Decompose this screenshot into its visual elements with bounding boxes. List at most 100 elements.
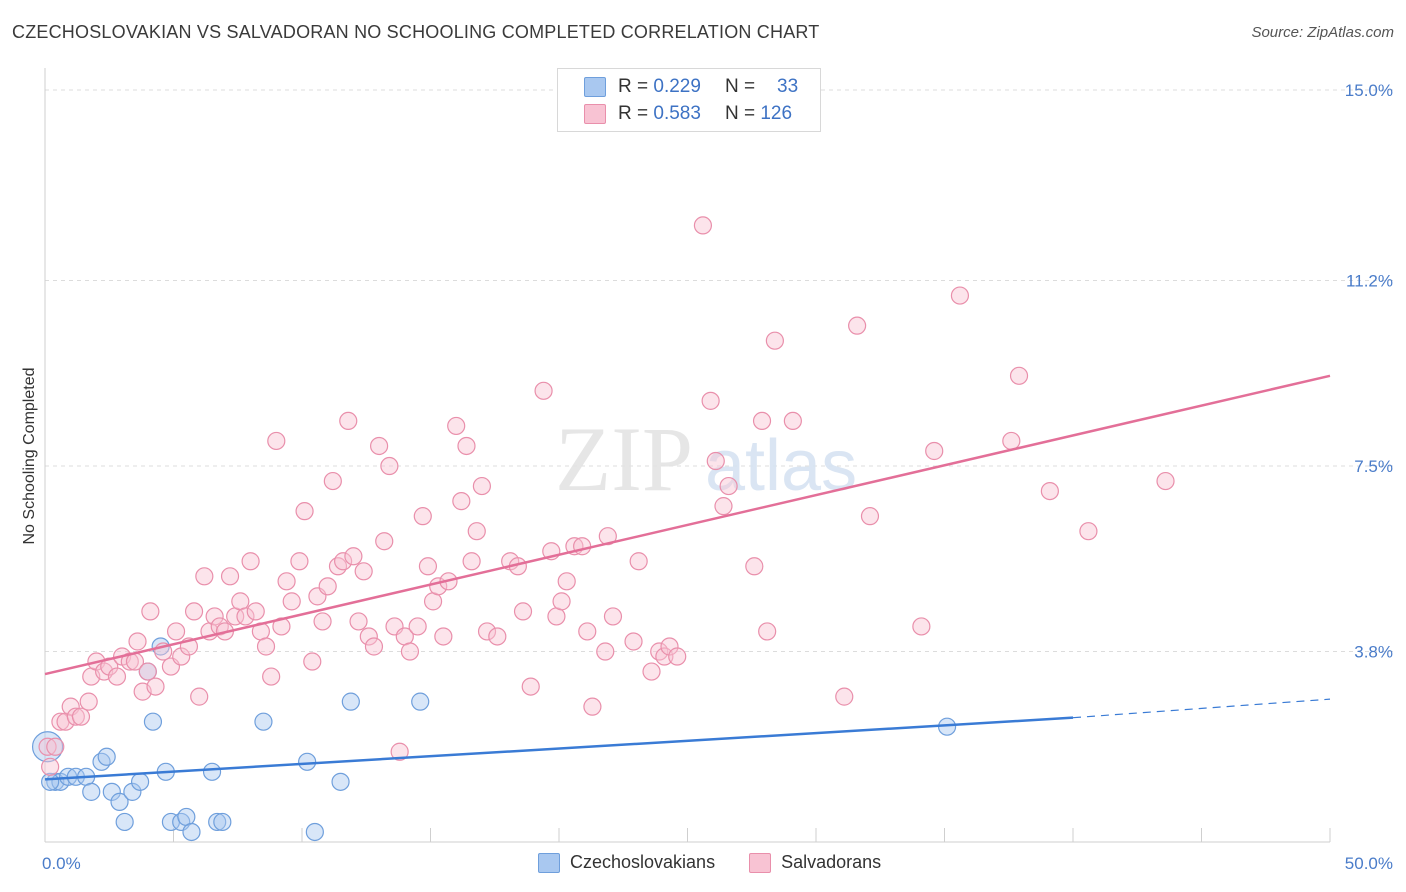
- point-salvadorans: [413, 507, 432, 526]
- point-salvadorans: [246, 602, 265, 621]
- point-salvadorans: [462, 552, 481, 571]
- point-salvadorans: [693, 216, 713, 235]
- point-salvadorans: [745, 557, 764, 576]
- point-salvadorans: [205, 607, 224, 626]
- point-czechoslovakians: [115, 812, 134, 832]
- watermark: ZIP atlas: [555, 408, 857, 510]
- point-salvadorans: [41, 757, 60, 776]
- point-salvadorans: [339, 411, 358, 431]
- point-salvadorans: [375, 532, 394, 551]
- point-salvadorans: [364, 637, 384, 656]
- point-salvadorans: [184, 602, 204, 621]
- point-salvadorans: [1040, 481, 1059, 501]
- point-czechoslovakians: [92, 752, 111, 771]
- point-salvadorans: [596, 642, 615, 661]
- y-tick-label: 7.5%: [1354, 457, 1393, 476]
- point-salvadorans: [552, 592, 571, 611]
- point-salvadorans: [38, 737, 57, 756]
- point-czechoslovakians: [213, 812, 232, 832]
- data-points: [31, 216, 1175, 842]
- r-label: R =: [618, 76, 649, 97]
- point-salvadorans: [400, 642, 420, 661]
- tick-labels: 3.8% 7.5% 11.2% 15.0% 0.0% 50.0%: [42, 81, 1393, 873]
- point-salvadorans: [467, 522, 486, 541]
- point-salvadorans: [701, 391, 720, 410]
- point-salvadorans: [323, 471, 342, 491]
- point-salvadorans: [783, 411, 802, 431]
- point-salvadorans: [660, 637, 679, 656]
- point-czechoslovakians: [31, 731, 64, 763]
- axes: [44, 68, 1331, 843]
- stats-row-czechoslovakians: R = 0.229 N = 33: [584, 75, 798, 99]
- series-legend: Czechoslovakians Salvadorans: [538, 852, 915, 873]
- point-salvadorans: [236, 607, 255, 626]
- point-salvadorans: [452, 492, 471, 511]
- point-salvadorans: [210, 617, 229, 636]
- y-tick-label: 3.8%: [1354, 643, 1393, 662]
- point-czechoslovakians: [208, 812, 227, 832]
- point-salvadorans: [848, 316, 867, 335]
- point-salvadorans: [521, 677, 540, 696]
- point-salvadorans: [624, 632, 643, 651]
- point-czechoslovakians: [82, 782, 101, 801]
- point-salvadorans: [313, 612, 332, 631]
- point-salvadorans: [138, 662, 157, 681]
- legend-item-czechoslovakians[interactable]: Czechoslovakians: [538, 852, 715, 873]
- r-value: 0.583: [653, 103, 701, 124]
- point-salvadorans: [256, 637, 276, 656]
- chart-title: CZECHOSLOVAKIAN VS SALVADORAN NO SCHOOLI…: [12, 22, 820, 42]
- point-salvadorans: [598, 527, 617, 546]
- point-salvadorans: [166, 622, 186, 641]
- point-salvadorans: [706, 451, 725, 471]
- point-salvadorans: [380, 456, 399, 476]
- trend-lines: [44, 374, 1331, 781]
- point-salvadorans: [190, 687, 209, 706]
- point-salvadorans: [172, 647, 191, 666]
- point-salvadorans: [146, 677, 165, 696]
- point-salvadorans: [603, 607, 623, 626]
- point-salvadorans: [477, 622, 497, 641]
- point-czechoslovakians: [305, 822, 324, 842]
- trend-line-czechoslovakians: [44, 716, 1074, 781]
- point-salvadorans: [262, 667, 281, 686]
- point-salvadorans: [472, 476, 491, 496]
- point-salvadorans: [71, 707, 91, 726]
- point-salvadorans: [318, 577, 337, 596]
- legend-item-salvadorans[interactable]: Salvadorans: [749, 852, 881, 873]
- point-salvadorans: [912, 617, 931, 636]
- point-salvadorans: [370, 436, 389, 456]
- point-salvadorans: [128, 632, 147, 651]
- source-label: Source: ZipAtlas.com: [1251, 24, 1394, 41]
- point-salvadorans: [408, 617, 427, 636]
- point-salvadorans: [282, 592, 301, 611]
- point-salvadorans: [349, 612, 368, 631]
- point-salvadorans: [1156, 471, 1175, 491]
- point-salvadorans: [290, 552, 309, 571]
- point-salvadorans: [295, 502, 314, 521]
- point-salvadorans: [231, 592, 250, 611]
- point-czechoslovakians: [298, 752, 317, 771]
- point-czechoslovakians: [411, 692, 430, 711]
- point-salvadorans: [267, 431, 286, 451]
- n-value: 33: [777, 76, 799, 97]
- point-salvadorans: [1002, 431, 1021, 451]
- point-czechoslovakians: [143, 712, 163, 731]
- point-czechoslovakians: [102, 782, 121, 801]
- point-czechoslovakians: [110, 792, 129, 811]
- point-salvadorans: [578, 622, 597, 641]
- trend-extension-czechoslovakians: [1072, 698, 1331, 719]
- point-salvadorans: [120, 652, 139, 671]
- point-salvadorans: [220, 567, 240, 586]
- point-salvadorans: [583, 697, 602, 716]
- legend-label: Czechoslovakians: [570, 852, 716, 872]
- swatch-salvadorans: [749, 852, 772, 873]
- watermark-zip: ZIP: [555, 408, 693, 510]
- point-salvadorans: [573, 537, 592, 556]
- stats-row-salvadorans: R = 0.583 N = 126: [584, 102, 792, 126]
- point-czechoslovakians: [130, 772, 150, 791]
- point-salvadorans: [328, 557, 348, 576]
- point-salvadorans: [46, 737, 65, 756]
- r-label: R =: [618, 103, 649, 124]
- n-label: N =: [724, 103, 756, 124]
